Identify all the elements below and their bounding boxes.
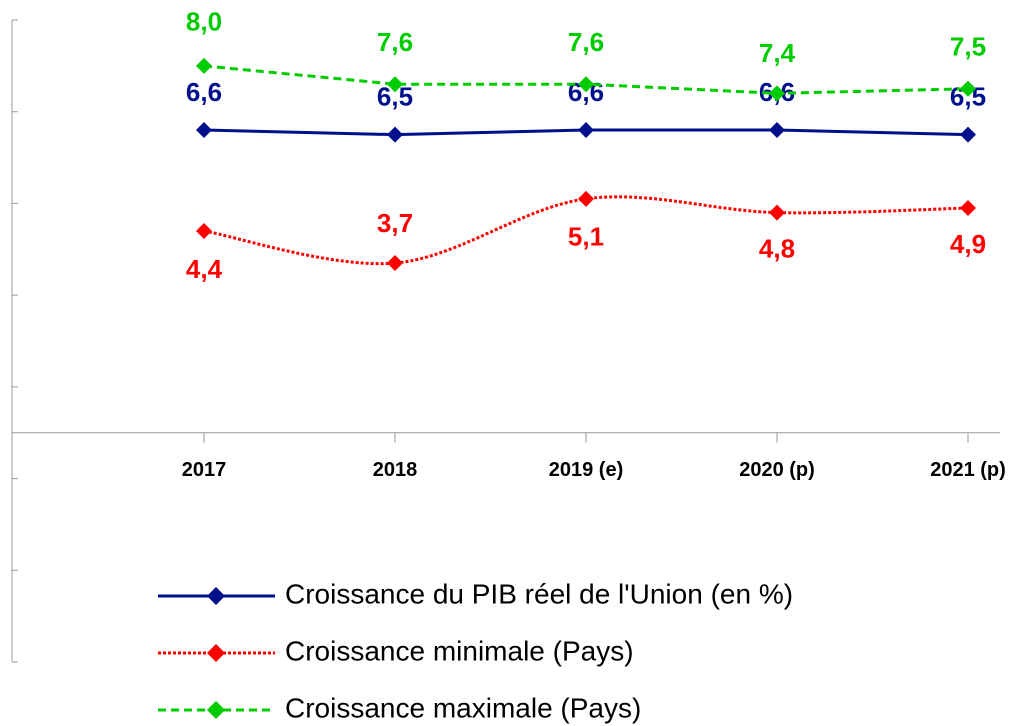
marker xyxy=(387,126,403,143)
legend-marker xyxy=(207,587,225,605)
marker xyxy=(769,85,785,102)
x-tick-label: 2018 xyxy=(373,459,418,481)
legend-label: Croissance minimale (Pays) xyxy=(285,635,634,666)
data-label: 7,4 xyxy=(759,38,796,68)
marker xyxy=(960,126,976,143)
legend-marker xyxy=(207,701,225,719)
legend-label: Croissance maximale (Pays) xyxy=(285,692,641,723)
data-label: 7,5 xyxy=(950,32,986,62)
marker xyxy=(960,80,976,97)
marker xyxy=(196,222,212,239)
data-label: 3,7 xyxy=(377,208,413,238)
x-tick-label: 2021 (p) xyxy=(930,459,1006,481)
marker xyxy=(578,122,594,139)
marker xyxy=(578,76,594,93)
marker xyxy=(196,57,212,74)
data-label: 4,4 xyxy=(186,254,223,284)
data-label: 7,6 xyxy=(568,27,604,57)
marker xyxy=(769,122,785,139)
marker xyxy=(578,190,594,207)
marker xyxy=(387,255,403,272)
data-label: 4,8 xyxy=(759,233,795,263)
data-label: 6,6 xyxy=(186,77,222,107)
data-label: 7,6 xyxy=(377,27,413,57)
x-tick-label: 2019 (e) xyxy=(549,459,624,481)
x-tick-label: 2020 (p) xyxy=(739,459,815,481)
legend-label: Croissance du PIB réel de l'Union (en %) xyxy=(285,578,793,609)
legend-marker xyxy=(207,644,225,662)
marker xyxy=(387,76,403,93)
marker xyxy=(769,204,785,221)
marker xyxy=(196,122,212,139)
data-label: 5,1 xyxy=(568,222,604,252)
marker xyxy=(960,200,976,217)
data-label: 8,0 xyxy=(186,7,222,37)
x-tick-label: 2017 xyxy=(182,459,227,481)
data-label: 4,9 xyxy=(950,229,986,259)
